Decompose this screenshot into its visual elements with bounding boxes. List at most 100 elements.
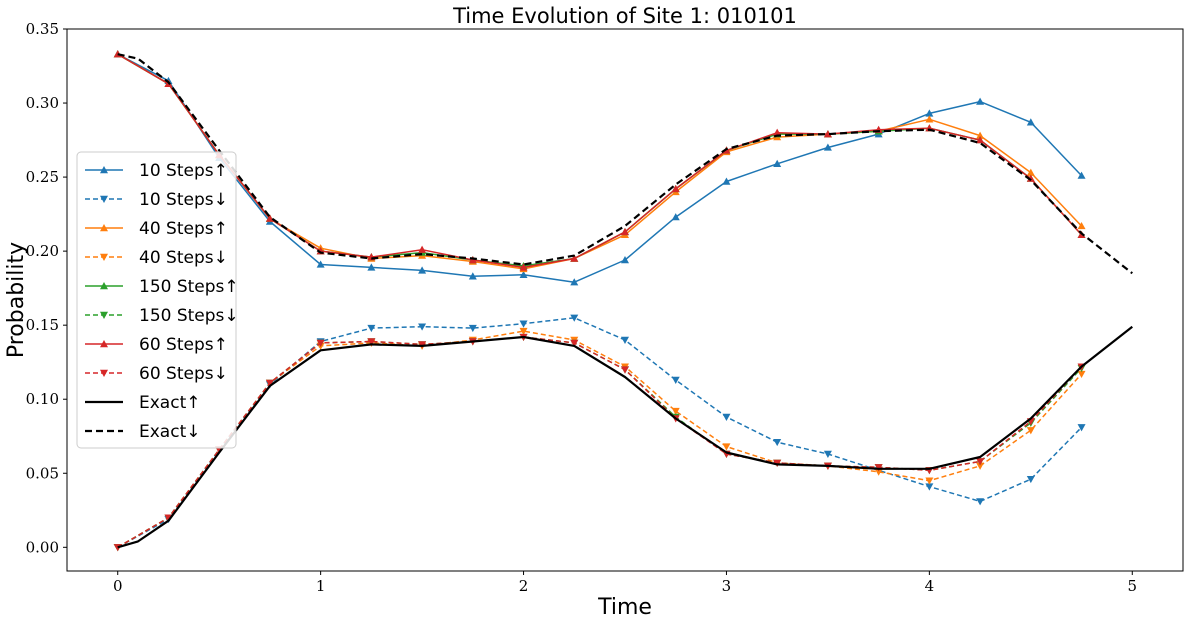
data-point	[1026, 168, 1035, 176]
data-point	[925, 477, 934, 485]
y-axis-label: Probability	[4, 242, 29, 358]
data-point	[976, 131, 985, 139]
data-point	[621, 366, 629, 374]
data-point	[468, 272, 477, 280]
legend-label: 10 Steps↓	[139, 190, 228, 210]
plot-area	[113, 50, 1133, 552]
legend-label: 150 Steps↑	[139, 277, 239, 297]
legend-marker	[100, 311, 108, 319]
legend-marker	[100, 340, 108, 348]
data-point	[773, 128, 782, 136]
data-point	[1026, 118, 1035, 126]
data-point	[570, 339, 579, 347]
legend-marker	[100, 166, 108, 174]
y-tick-label: 0.25	[26, 168, 59, 186]
axis-ticks: 0 1 2 3 4 5 0.00 0.05 0.10 0.15 0.20 0.25 0.30 0.35	[26, 20, 1137, 595]
data-point	[925, 483, 934, 491]
legend-label: 40 Steps↓	[139, 248, 228, 268]
series-line	[117, 53, 1083, 269]
y-tick-label: 0.30	[26, 94, 59, 112]
data-point	[621, 336, 629, 344]
data-point	[113, 544, 122, 552]
series-line	[117, 53, 1083, 283]
series-line	[117, 53, 1133, 275]
x-tick-label: 5	[1127, 577, 1137, 595]
y-tick-label: 0.05	[26, 464, 59, 482]
data-point	[976, 136, 985, 144]
data-point	[823, 450, 832, 459]
data-point	[925, 109, 934, 117]
data-point	[925, 115, 934, 123]
y-tick-label: 0.15	[26, 316, 59, 334]
data-point	[367, 324, 376, 333]
x-tick-label: 1	[316, 577, 326, 595]
series-line	[117, 336, 1083, 548]
y-tick-label: 0.20	[26, 242, 59, 260]
legend-label: 150 Steps↓	[139, 306, 239, 326]
data-point	[316, 260, 325, 268]
data-point	[265, 379, 274, 387]
legend-marker	[100, 195, 108, 203]
data-point	[621, 227, 629, 236]
series-8	[117, 325, 1133, 549]
data-point	[773, 438, 782, 447]
data-point	[265, 214, 274, 222]
data-point	[976, 462, 985, 470]
data-point	[621, 256, 629, 264]
series-line	[117, 336, 1083, 548]
series-line	[117, 53, 1083, 270]
legend: 10 Steps↑ 10 Steps↓ 40 Steps↑ 40 Steps↓ 150 …	[76, 151, 239, 449]
legend-label: Exact↓	[139, 422, 200, 442]
data-point	[671, 213, 680, 221]
series-4	[113, 50, 1086, 270]
data-point	[976, 458, 985, 466]
data-point	[671, 376, 680, 384]
series-0	[113, 50, 1086, 286]
legend-label: 10 Steps↑	[139, 161, 228, 181]
series-9	[117, 53, 1133, 275]
legend-marker	[100, 224, 108, 232]
data-point	[722, 443, 731, 451]
data-point	[1077, 424, 1086, 432]
data-point	[519, 270, 528, 279]
data-point	[773, 159, 782, 167]
y-tick-label: 0.00	[26, 538, 59, 556]
data-point	[976, 498, 985, 506]
series-7	[113, 333, 1086, 552]
series-line	[117, 325, 1133, 549]
series-line	[117, 53, 1083, 267]
data-point	[367, 263, 376, 271]
data-point	[722, 413, 731, 421]
data-point	[1026, 475, 1035, 484]
data-point	[418, 266, 427, 274]
legend-label: 40 Steps↑	[139, 219, 228, 239]
data-point	[468, 256, 477, 264]
data-point	[418, 323, 427, 331]
x-tick-label: 2	[519, 577, 529, 595]
data-point	[468, 324, 477, 333]
data-point	[519, 263, 528, 271]
chart-title: Time Evolution of Site 1: 010101	[452, 4, 797, 28]
y-tick-label: 0.35	[26, 20, 59, 38]
series-2	[113, 50, 1086, 273]
legend-marker	[100, 369, 108, 377]
x-tick-label: 0	[113, 577, 123, 595]
data-point	[1026, 427, 1035, 435]
data-point	[722, 177, 731, 185]
legend-marker	[100, 282, 108, 290]
y-tick-label: 0.10	[26, 390, 59, 408]
data-point	[1077, 370, 1086, 379]
series-6	[113, 50, 1086, 271]
series-line	[117, 330, 1083, 548]
data-point	[874, 468, 883, 476]
data-point	[570, 314, 579, 322]
series-1	[113, 314, 1086, 552]
x-axis-label: Time	[597, 595, 652, 620]
series-5	[113, 333, 1086, 552]
legend-marker	[100, 253, 108, 261]
data-point	[519, 320, 528, 328]
data-point	[418, 245, 427, 253]
legend-label: 60 Steps↑	[139, 335, 228, 355]
data-point	[519, 327, 528, 336]
